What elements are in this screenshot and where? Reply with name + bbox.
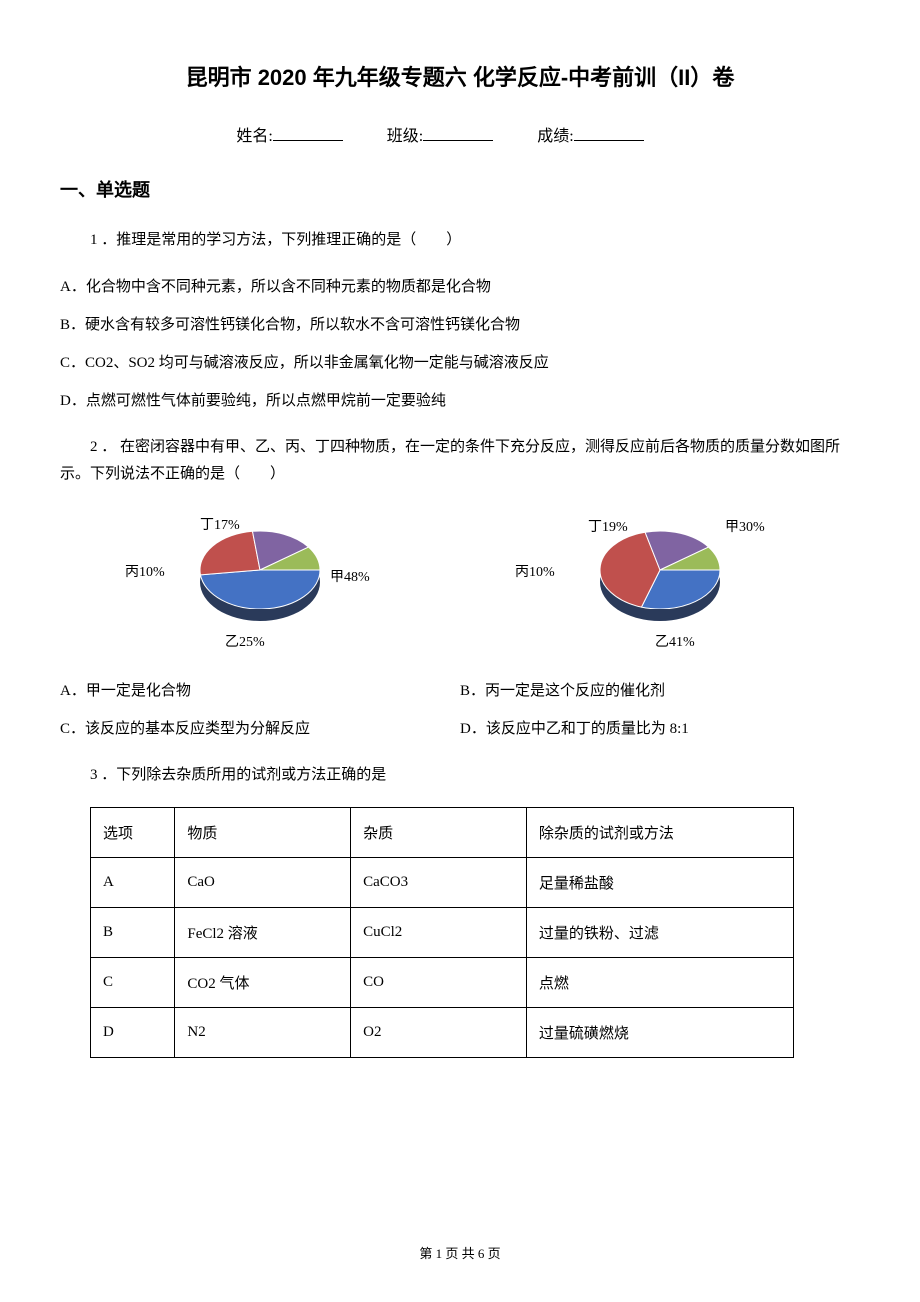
table-cell: 过量的铁粉、过滤 — [526, 908, 793, 958]
table-row: DN2O2过量硫磺燃烧 — [91, 1008, 794, 1058]
table-header-cell: 杂质 — [351, 808, 527, 858]
score-label: 成绩: — [537, 128, 573, 145]
pie-after-svg — [600, 531, 720, 609]
chart-after-yi-label: 乙41% — [655, 631, 695, 651]
q2-stem: 2 ． 在密闭容器中有甲、乙、丙、丁四种物质，在一定的条件下充分反应，测得反应前… — [60, 434, 860, 488]
pie-after-wrap — [600, 531, 720, 621]
table-cell: A — [91, 858, 175, 908]
chart-before: 丁17% 甲48% 丙10% 乙25% — [110, 506, 410, 656]
q2-row2: C．该反应的基本反应类型为分解反应 D．该反应中乙和丁的质量比为 8:1 — [60, 714, 860, 744]
info-line: 姓名: 班级: 成绩: — [60, 122, 860, 146]
q3-stem: 3 ．下列除去杂质所用的试剂或方法正确的是 — [60, 762, 860, 789]
chart-after-jia-label: 甲30% — [725, 516, 765, 536]
table-cell: FeCl2 溶液 — [175, 908, 351, 958]
table-cell: D — [91, 1008, 175, 1058]
table-header-cell: 除杂质的试剂或方法 — [526, 808, 793, 858]
table-cell: 点燃 — [526, 958, 793, 1008]
table-cell: CO2 气体 — [175, 958, 351, 1008]
footer: 第 1 页 共 6 页 — [0, 1243, 920, 1262]
table-cell: N2 — [175, 1008, 351, 1058]
q1-optA: A．化合物中含不同种元素，所以含不同种元素的物质都是化合物 — [60, 272, 860, 302]
q2-optC: C．该反应的基本反应类型为分解反应 — [60, 714, 460, 744]
q1-optB: B．硬水含有较多可溶性钙镁化合物，所以软水不含可溶性钙镁化合物 — [60, 310, 860, 340]
table-cell: C — [91, 958, 175, 1008]
chart-after: 丁19% 甲30% 丙10% 乙41% — [510, 506, 810, 656]
q1-stem: 1 ．推理是常用的学习方法，下列推理正确的是（ ） — [60, 227, 860, 254]
pie-before-svg — [200, 531, 320, 609]
table-header-cell: 物质 — [175, 808, 351, 858]
table-cell: 足量稀盐酸 — [526, 858, 793, 908]
table-header-cell: 选项 — [91, 808, 175, 858]
table-row: BFeCl2 溶液CuCl2过量的铁粉、过滤 — [91, 908, 794, 958]
chart-after-bing-label: 丙10% — [515, 561, 555, 581]
table-row: CCO2 气体CO点燃 — [91, 958, 794, 1008]
q1-optC: C．CO2、SO2 均可与碱溶液反应，所以非金属氧化物一定能与碱溶液反应 — [60, 348, 860, 378]
table-cell: CO — [351, 958, 527, 1008]
table-cell: CaCO3 — [351, 858, 527, 908]
q2-optD: D．该反应中乙和丁的质量比为 8:1 — [460, 714, 860, 744]
table-cell: CuCl2 — [351, 908, 527, 958]
name-blank — [273, 140, 343, 141]
q2-optA: A．甲一定是化合物 — [60, 676, 460, 706]
class-blank — [423, 140, 493, 141]
table-cell: B — [91, 908, 175, 958]
chart-before-jia-label: 甲48% — [330, 566, 370, 586]
table-row: ACaOCaCO3足量稀盐酸 — [91, 858, 794, 908]
table-cell: CaO — [175, 858, 351, 908]
name-label: 姓名: — [236, 128, 272, 145]
class-label: 班级: — [387, 128, 423, 145]
score-blank — [574, 140, 644, 141]
charts-row: 丁17% 甲48% 丙10% 乙25% 丁19% 甲30% 丙10% 乙41% — [60, 506, 860, 656]
table-cell: O2 — [351, 1008, 527, 1058]
chart-before-bing-label: 丙10% — [125, 561, 165, 581]
q3-table-body: 选项物质杂质除杂质的试剂或方法ACaOCaCO3足量稀盐酸BFeCl2 溶液Cu… — [91, 808, 794, 1058]
q2-optB: B．丙一定是这个反应的催化剂 — [460, 676, 860, 706]
q3-table: 选项物质杂质除杂质的试剂或方法ACaOCaCO3足量稀盐酸BFeCl2 溶液Cu… — [90, 807, 794, 1058]
q1-optD: D．点燃可燃性气体前要验纯，所以点燃甲烷前一定要验纯 — [60, 386, 860, 416]
page-title: 昆明市 2020 年九年级专题六 化学反应-中考前训（II）卷 — [60, 60, 860, 92]
section-title: 一、单选题 — [60, 176, 860, 202]
table-cell: 过量硫磺燃烧 — [526, 1008, 793, 1058]
q2-row1: A．甲一定是化合物 B．丙一定是这个反应的催化剂 — [60, 676, 860, 706]
chart-before-yi-label: 乙25% — [225, 631, 265, 651]
pie-before-wrap — [200, 531, 320, 621]
